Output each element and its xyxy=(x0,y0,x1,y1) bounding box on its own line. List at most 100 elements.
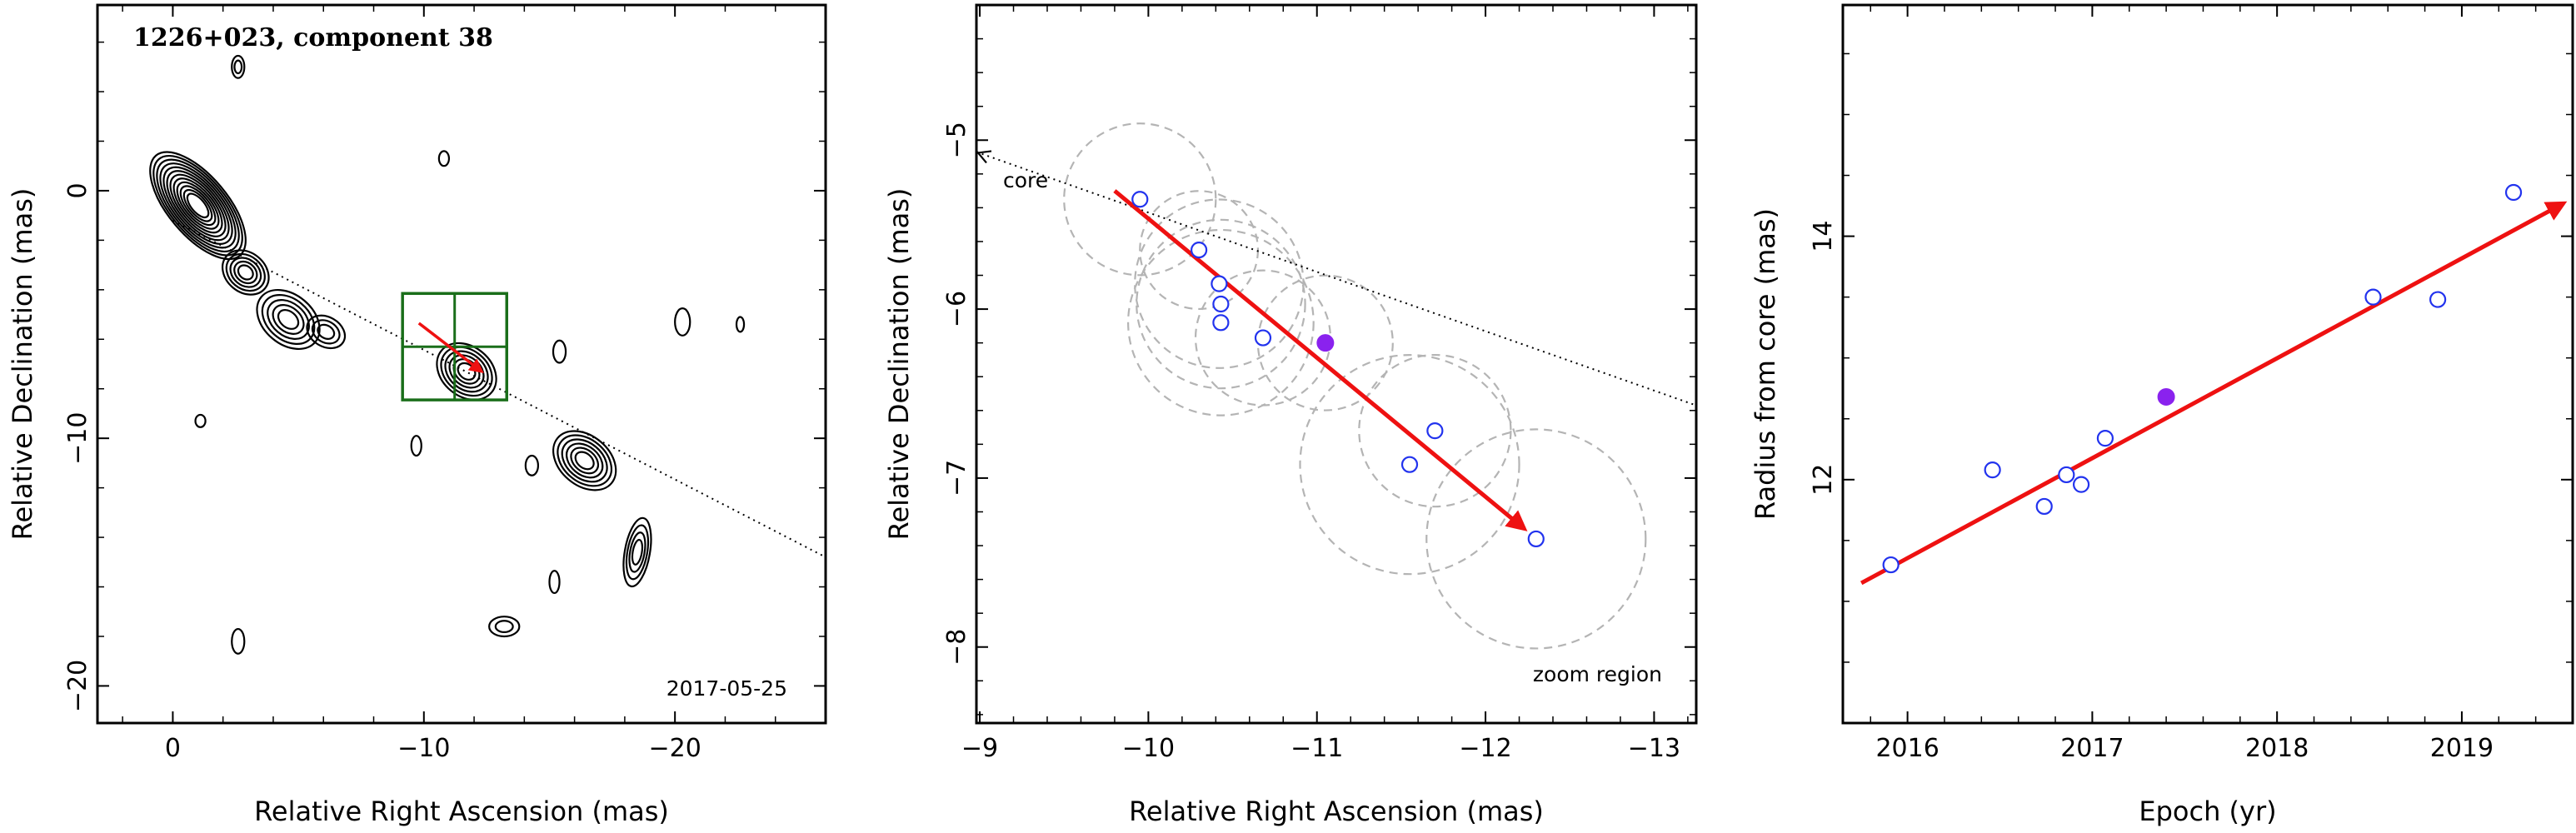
axes-layer: 0 −10 −20 0 −10 −20 xyxy=(63,5,826,763)
data-point xyxy=(1254,329,1272,347)
core-axis-line xyxy=(976,152,1696,407)
contour-line xyxy=(311,319,341,345)
x-tick-label: −11 xyxy=(1290,734,1343,763)
data-point xyxy=(2429,291,2447,308)
contour-line xyxy=(557,434,613,487)
x-tick-label: −10 xyxy=(397,734,450,763)
contour-line xyxy=(625,524,650,581)
error-circle xyxy=(1127,228,1315,416)
x-tick-label: 2018 xyxy=(2245,734,2309,763)
contour-line xyxy=(628,531,646,573)
contour-line xyxy=(306,314,347,350)
error-circle xyxy=(1358,353,1512,508)
error-circle xyxy=(1299,354,1520,576)
contour-line xyxy=(162,166,233,245)
data-point xyxy=(2096,430,2114,447)
data-point xyxy=(1190,241,1208,259)
contour-line xyxy=(494,620,514,634)
contour-line xyxy=(548,570,561,595)
plot-frame xyxy=(96,3,827,725)
y-tick-label: −8 xyxy=(942,629,971,666)
x-axis-title: Epoch (yr) xyxy=(2139,796,2276,827)
y-axis-title: Relative Declination (mas) xyxy=(7,188,38,541)
fit-line xyxy=(1860,201,2568,586)
contour-line xyxy=(552,339,567,364)
contour-line xyxy=(574,451,595,471)
x-tick-label: 0 xyxy=(165,734,181,763)
jet-axis-line xyxy=(172,219,826,558)
contour-line xyxy=(436,342,497,401)
contour-layer xyxy=(149,54,746,655)
plot-frame xyxy=(1841,3,2574,725)
contour-line xyxy=(674,307,691,337)
y-tick-label: 0 xyxy=(63,182,92,198)
contour-line xyxy=(457,362,477,381)
x-tick-label: −12 xyxy=(1459,734,1511,763)
y-tick-label: −7 xyxy=(942,460,971,496)
contour-line xyxy=(231,54,246,79)
x-tick-label: −13 xyxy=(1628,734,1680,763)
x-tick-label: 2019 xyxy=(2430,734,2494,763)
data-point xyxy=(2072,476,2090,493)
x-tick-label: 2017 xyxy=(2060,734,2124,763)
contour-line xyxy=(552,430,617,491)
date-label: 2017-05-25 xyxy=(666,676,787,701)
y-tick-label: 14 xyxy=(1809,220,1838,252)
data-point xyxy=(1212,314,1230,332)
panel-contour-map: 0 −10 −20 0 −10 −20 1226+023, component 38 20… xyxy=(7,3,827,827)
contour-line xyxy=(565,442,604,479)
x-tick-label: −10 xyxy=(1122,734,1175,763)
contour-line xyxy=(317,323,336,340)
error-circle xyxy=(1139,190,1260,311)
y-tick-label: −20 xyxy=(63,660,92,712)
contour-line xyxy=(172,177,223,234)
contour-line xyxy=(277,309,300,330)
axes-layer: 2016 2017 2018 2019 12 14 xyxy=(1809,5,2573,763)
contour-line xyxy=(570,446,600,475)
contour-line xyxy=(440,346,493,397)
highlight-point xyxy=(2157,387,2175,406)
y-axis-title: Radius from core (mas) xyxy=(1750,208,1781,520)
contour-line xyxy=(622,516,652,588)
contour-line xyxy=(225,252,266,292)
contour-line xyxy=(222,249,270,296)
contour-line xyxy=(410,435,422,457)
core-arrowhead xyxy=(976,150,992,164)
contour-line xyxy=(256,288,321,351)
x-tick-label: −9 xyxy=(961,734,998,763)
axes-layer: −9 −10 −11 −12 −13 −5 −6 −7 −8 xyxy=(942,5,1696,763)
motion-arrow xyxy=(417,322,484,374)
data-point xyxy=(2035,497,2053,516)
plot-frame xyxy=(975,3,1698,725)
y-tick-label: −6 xyxy=(942,291,971,327)
contour-line xyxy=(437,150,451,167)
panel-radius-epoch: 2016 2017 2018 2019 12 14 Epoch (yr) Radius f… xyxy=(1750,3,2574,827)
data-point xyxy=(1882,556,1900,574)
contour-line xyxy=(149,151,247,261)
contour-line xyxy=(159,162,237,249)
data-point xyxy=(1527,530,1545,548)
error-circle xyxy=(1063,122,1217,277)
error-circle xyxy=(1256,274,1394,412)
contour-line xyxy=(179,185,217,227)
data-point xyxy=(1426,422,1444,440)
y-tick-label: 12 xyxy=(1809,464,1838,496)
core-label: core xyxy=(1003,168,1048,192)
y-tick-label: −5 xyxy=(942,122,971,158)
contour-line xyxy=(524,454,540,476)
data-point xyxy=(2058,466,2075,484)
data-point xyxy=(1211,275,1228,292)
data-point xyxy=(2504,183,2523,202)
contour-line xyxy=(176,181,220,230)
contour-line xyxy=(156,158,240,253)
contour-line xyxy=(186,192,210,219)
data-point xyxy=(1212,295,1230,313)
x-axis-title: Relative Right Ascension (mas) xyxy=(254,796,669,827)
data-point xyxy=(1131,191,1149,208)
data-point xyxy=(1984,461,2001,479)
x-tick-label: −20 xyxy=(649,734,701,763)
x-axis-title: Relative Right Ascension (mas) xyxy=(1129,796,1544,827)
contour-line xyxy=(169,173,227,237)
y-axis-title: Relative Declination (mas) xyxy=(883,188,915,541)
